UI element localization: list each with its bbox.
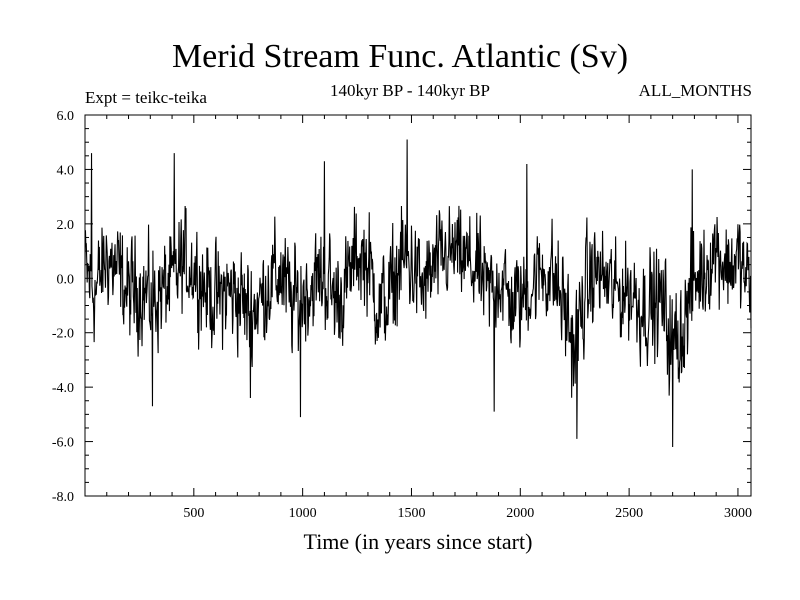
x-tick-label: 3000 [724,506,752,521]
y-tick-label: 0.0 [57,272,75,287]
axes-layer: 500 1000 1500 2000 2500 3000 -8.0 -6.0 -4.0 -2.0 0… [52,109,752,521]
y-tick-label: -6.0 [52,436,74,451]
x-tick-label: 2500 [615,506,643,521]
x-tick-label: 1500 [397,506,425,521]
y-tick-label: -4.0 [52,381,74,396]
series-line [84,139,752,448]
y-tick-label: 4.0 [57,163,75,178]
chart-subtitle: 140kyr BP - 140kyr BP [330,81,490,100]
months-label: ALL_MONTHS [638,81,752,100]
y-tick-label: 6.0 [57,109,75,124]
experiment-label: Expt = teikc-teika [85,88,207,107]
x-tick-label: 2000 [506,506,534,521]
x-tick-label: 500 [183,506,204,521]
y-tick-label: 2.0 [57,218,75,233]
y-tick-label: -8.0 [52,490,74,505]
x-axis-label: Time (in years since start) [303,529,533,554]
chart-title: Merid Stream Func. Atlantic (Sv) [171,38,629,75]
y-tick-label: -2.0 [52,327,74,342]
x-tick-label: 1000 [289,506,317,521]
series-layer [84,139,752,448]
